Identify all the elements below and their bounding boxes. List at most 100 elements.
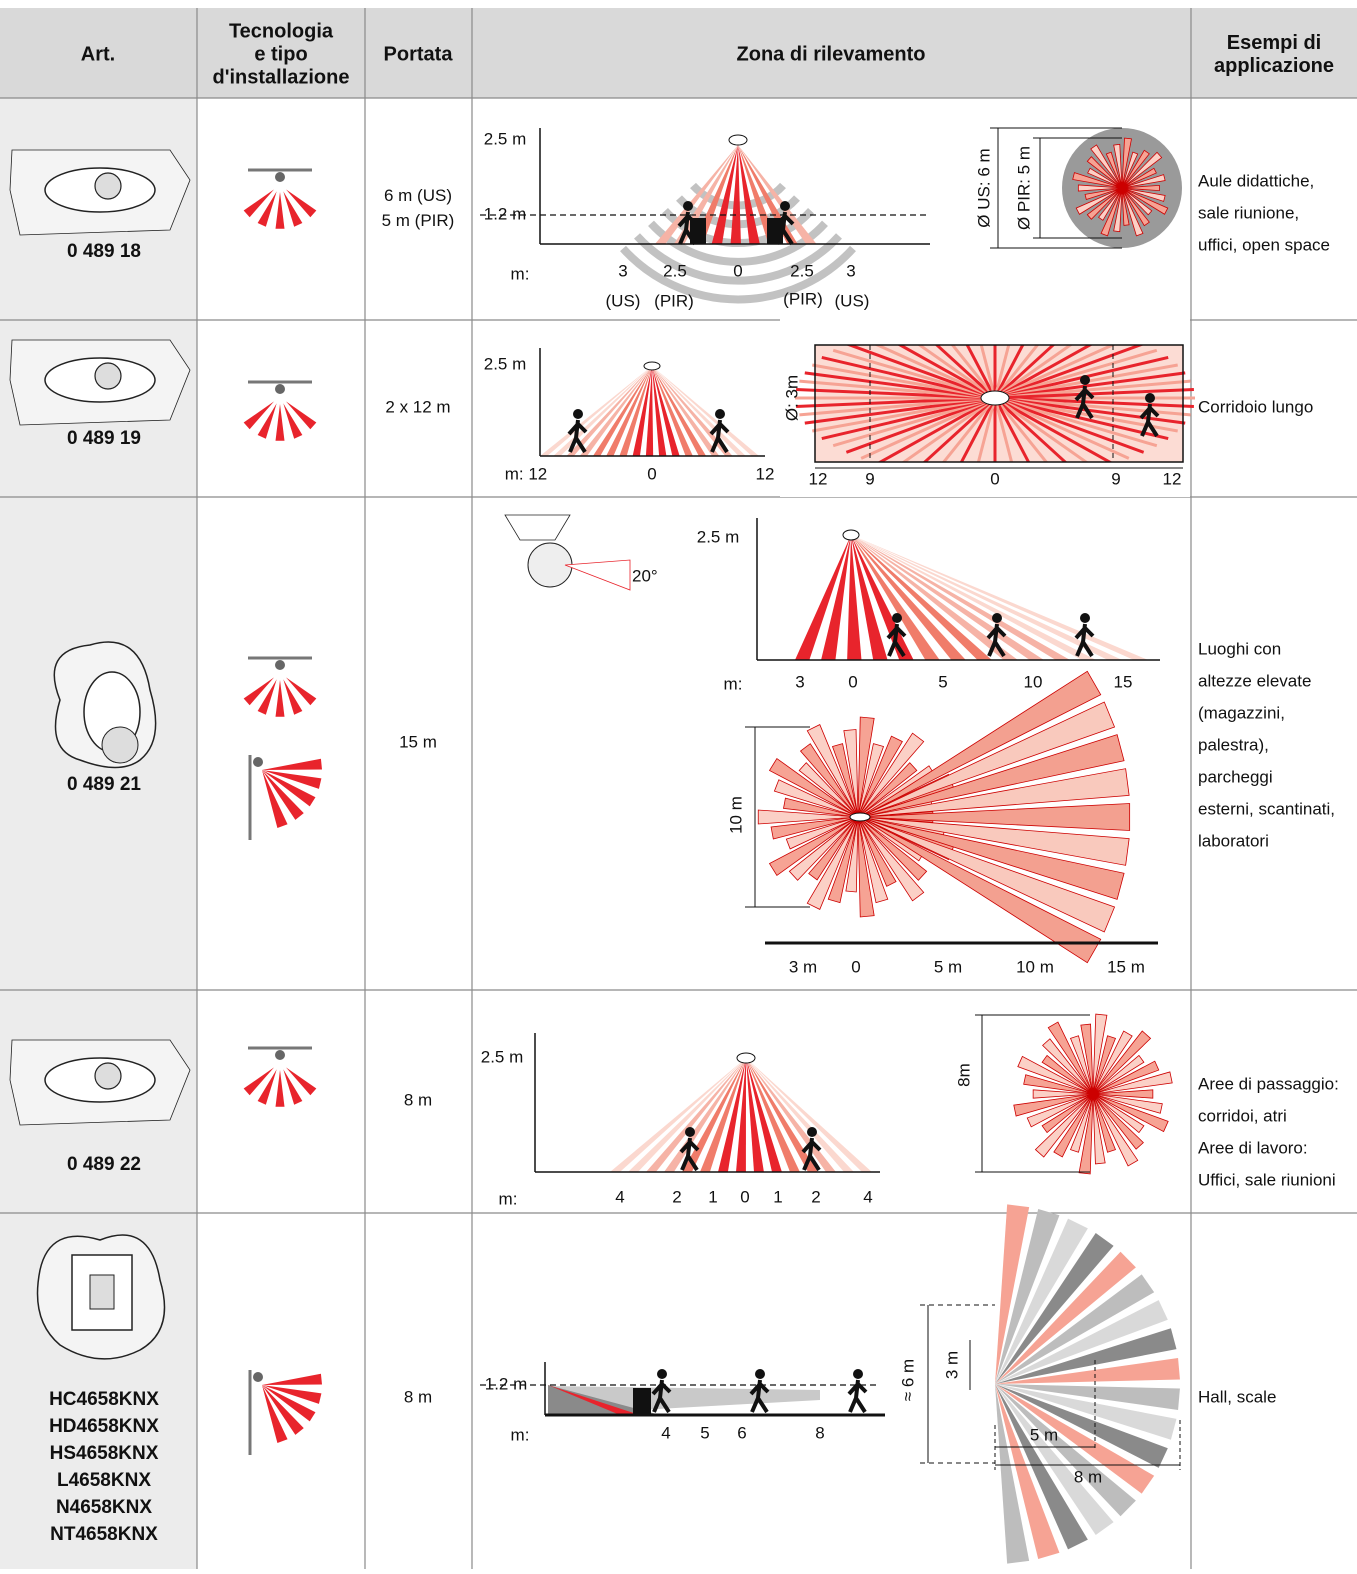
person: [1080, 613, 1090, 623]
ray: [682, 1058, 746, 1172]
ray: [746, 1058, 854, 1172]
star-ray: [1121, 137, 1132, 189]
ray: [746, 1058, 872, 1172]
ray: [851, 535, 888, 660]
star-ray: [1092, 1093, 1144, 1150]
person: [567, 419, 588, 454]
diagram-label: 1: [773, 1187, 782, 1206]
star-ray: [1041, 1054, 1094, 1095]
ray: [851, 535, 1018, 660]
desk: [767, 218, 783, 244]
line: [860, 336, 996, 400]
star-ray: [831, 743, 859, 818]
application-text: esterni, scantinati,: [1198, 799, 1335, 818]
icon-ray: [257, 679, 277, 715]
diagram-label: 2.5 m: [484, 129, 527, 148]
ray: [718, 1058, 746, 1172]
range-text: 6 m (US): [384, 186, 452, 205]
diagram-label: 3 m: [942, 1351, 961, 1379]
range-text: 15 m: [399, 732, 437, 751]
long-ray: [859, 768, 1130, 818]
diagram-label: Ø US: 6 m: [974, 148, 993, 227]
star-ray: [1092, 1093, 1169, 1133]
ray: [847, 535, 862, 660]
long-ray: [859, 816, 1125, 900]
person: [573, 409, 583, 419]
application-text: palestra),: [1198, 735, 1269, 754]
star-ray: [1041, 1093, 1094, 1134]
ray: [711, 145, 738, 244]
application-text: parcheggi: [1198, 767, 1273, 786]
sensor-dot: [275, 172, 285, 182]
ray: [619, 366, 652, 456]
ray: [746, 1058, 800, 1172]
star-ray: [808, 816, 859, 881]
article-number: NT4658KNX: [50, 1524, 158, 1545]
application-text: Hall, scale: [1198, 1387, 1276, 1406]
star-ray: [1121, 151, 1139, 189]
star-ray: [773, 779, 859, 818]
plan-ray: [995, 1384, 1168, 1468]
diagram-label: 2.5 m: [484, 354, 527, 373]
star-ray: [1113, 143, 1123, 189]
star-ray: [1092, 1089, 1154, 1099]
line: [832, 396, 996, 448]
application-text: Aree di passaggio:: [1198, 1074, 1339, 1093]
star-ray: [1092, 1093, 1139, 1167]
diagram-label: 2.5: [663, 261, 687, 280]
icon-ray: [275, 1070, 285, 1107]
article-number: N4658KNX: [56, 1497, 152, 1518]
ray: [540, 366, 652, 456]
icon-ray: [257, 191, 277, 227]
diagram-label: 3: [795, 672, 804, 691]
diagram-label: m:: [511, 264, 530, 283]
person: [892, 613, 902, 623]
plan-ray: [995, 1384, 1114, 1535]
plan-ray: [995, 1274, 1155, 1384]
ray: [700, 1058, 746, 1172]
icon-ray: [262, 758, 322, 770]
line: [994, 396, 1096, 470]
corridor-mask-top: [780, 300, 1190, 345]
person: [651, 1379, 672, 1414]
star-ray: [768, 816, 859, 877]
icon-ray: [283, 191, 303, 227]
line: [894, 396, 996, 470]
application-text: Aule didattiche,: [1198, 171, 1314, 190]
icon-ray: [257, 1069, 277, 1105]
diagram-label: 2.5: [790, 261, 814, 280]
star-ray: [1092, 1071, 1173, 1095]
star-ray: [1032, 1089, 1094, 1099]
line: [994, 396, 1158, 448]
ray: [851, 535, 1071, 660]
star-ray: [1121, 187, 1150, 227]
ray: [652, 366, 693, 456]
star-ray: [806, 724, 859, 818]
ray: [821, 535, 851, 660]
sensor-dot: [253, 1372, 263, 1382]
star-ray: [799, 743, 859, 818]
icon-ray: [262, 770, 316, 807]
icon-ray: [275, 680, 285, 717]
star-ray: [1092, 1060, 1160, 1095]
sensor: [842, 529, 860, 541]
diagram-label: 6: [737, 1423, 746, 1442]
star-ray: [1092, 1030, 1152, 1095]
sensor: [728, 134, 748, 146]
ray: [646, 1058, 746, 1172]
star-ray: [1077, 184, 1123, 192]
diagram-label: 15 m: [1107, 957, 1145, 976]
diagram-label: m: 12: [505, 464, 548, 483]
icon-ray: [262, 1385, 288, 1443]
plan-ray: [995, 1384, 1060, 1560]
ray: [851, 535, 1097, 660]
sensor: [980, 390, 1010, 406]
application-text: Aree di lavoro:: [1198, 1138, 1308, 1157]
star-ray: [1069, 1093, 1094, 1153]
diagram-label: 3: [618, 261, 627, 280]
header-text: Tecnologia: [229, 20, 334, 42]
diagram-label: 0: [733, 261, 742, 280]
ray: [606, 366, 652, 456]
star-ray: [1092, 1093, 1106, 1165]
